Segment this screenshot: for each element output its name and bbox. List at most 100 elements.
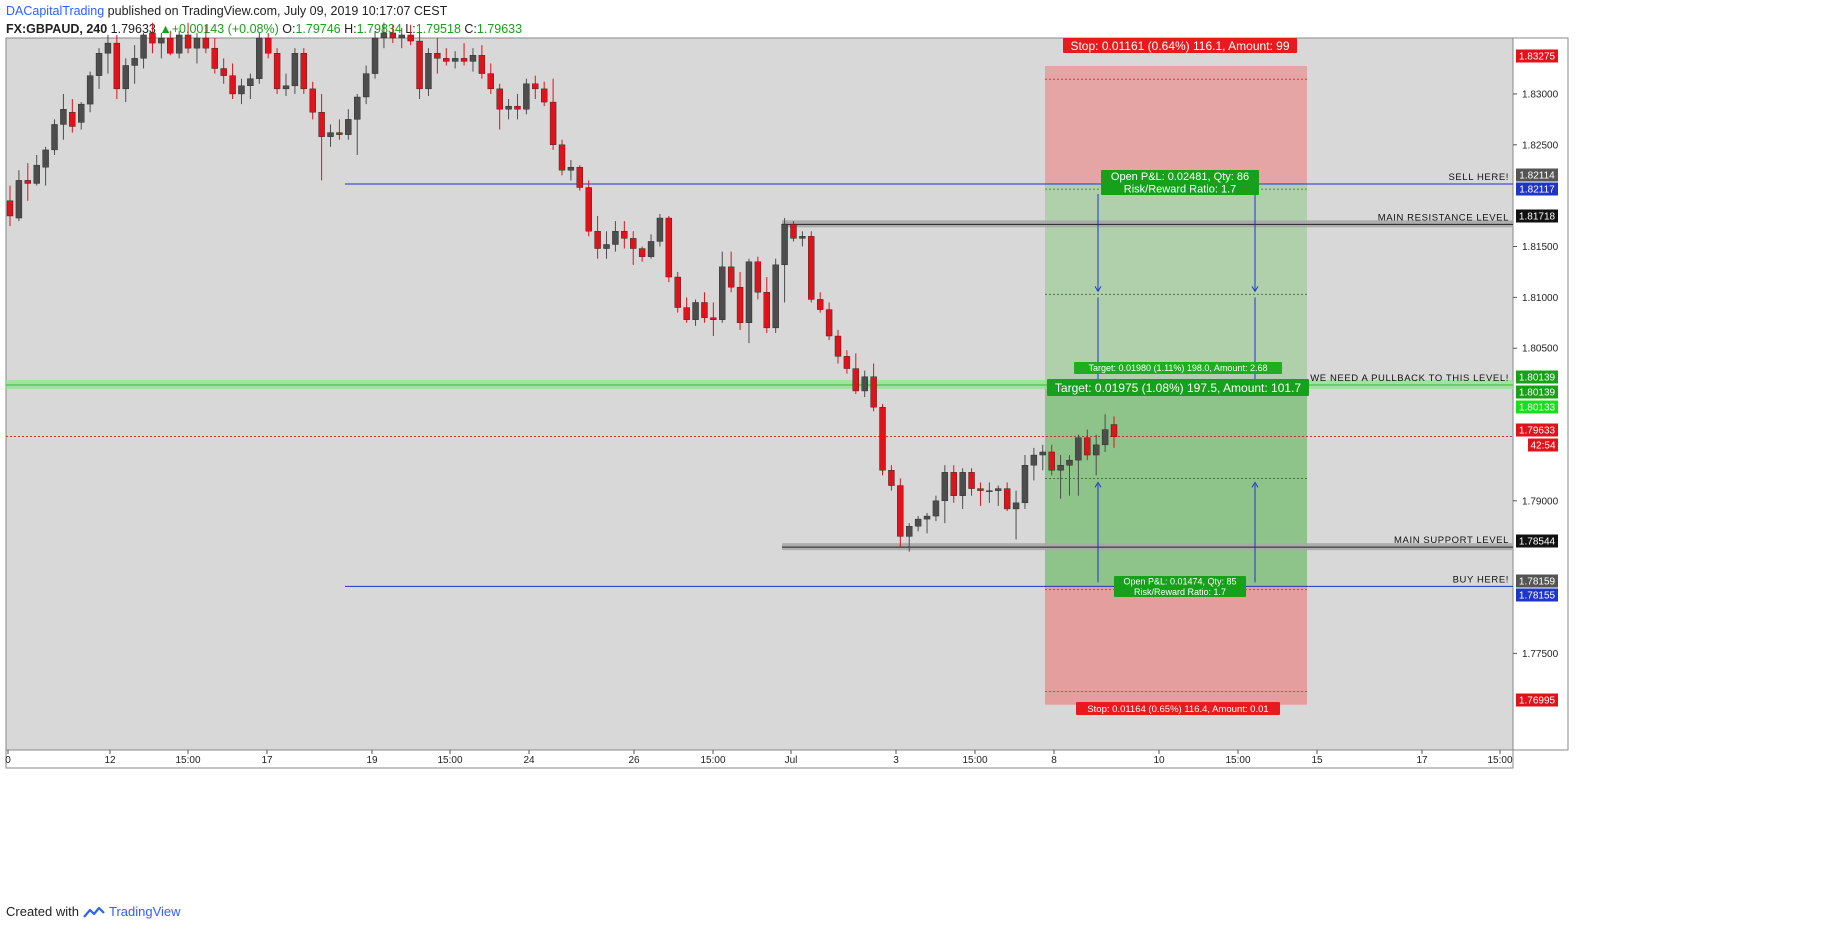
price-tag-bg[interactable] (1516, 574, 1558, 588)
candle-body[interactable] (1003, 488, 1011, 510)
candle-body[interactable] (291, 53, 299, 87)
candle-body[interactable] (567, 166, 575, 171)
candle-body[interactable] (407, 34, 414, 42)
candle-body[interactable] (736, 287, 744, 324)
candle-body[interactable] (540, 88, 548, 103)
candle-body[interactable] (211, 47, 218, 69)
long-target-label-box[interactable] (1074, 362, 1282, 374)
candle-body[interactable] (843, 356, 851, 369)
candle-body[interactable] (906, 526, 913, 537)
short-pnl-label-box[interactable] (1101, 170, 1259, 195)
candle-body[interactable] (879, 407, 886, 471)
candle-body[interactable] (870, 376, 877, 408)
candle-body[interactable] (175, 34, 183, 54)
candle-body[interactable] (496, 88, 503, 110)
price-tag-bg[interactable] (1516, 400, 1558, 414)
candle-body[interactable] (852, 368, 860, 392)
candle-body[interactable] (710, 317, 717, 320)
candle-body[interactable] (923, 515, 931, 520)
candle-body[interactable] (665, 217, 673, 278)
candle-body[interactable] (683, 307, 690, 320)
candle-body[interactable] (362, 73, 370, 98)
candle-body[interactable] (122, 65, 129, 90)
candle-body[interactable] (273, 53, 281, 90)
candle-body[interactable] (1101, 429, 1109, 446)
candle-body[interactable] (1057, 465, 1064, 471)
price-tag-bg[interactable] (1516, 168, 1558, 182)
candle-body[interactable] (264, 37, 272, 54)
candle-body[interactable] (834, 335, 842, 357)
candle-body[interactable] (621, 231, 628, 239)
price-tag-bg[interactable] (1516, 693, 1558, 707)
candle-body[interactable] (95, 53, 103, 76)
candle-body[interactable] (469, 55, 477, 62)
candle-body[interactable] (754, 261, 762, 293)
candle-body[interactable] (701, 302, 708, 318)
candle-body[interactable] (60, 108, 67, 125)
candle-body[interactable] (968, 472, 975, 489)
candle-body[interactable] (300, 53, 308, 90)
candle-body[interactable] (825, 309, 833, 337)
candle-body[interactable] (336, 132, 343, 135)
candle-body[interactable] (505, 105, 512, 110)
candle-body[interactable] (229, 75, 236, 95)
candle-body[interactable] (523, 83, 530, 110)
price-tag-bg[interactable] (1516, 385, 1558, 399)
candle-body[interactable] (1039, 451, 1046, 456)
candle-body[interactable] (398, 34, 405, 39)
candle-body[interactable] (932, 500, 940, 517)
price-tag-bg[interactable] (1516, 49, 1558, 63)
candle-body[interactable] (69, 112, 76, 127)
candle-body[interactable] (585, 187, 592, 232)
candle-body[interactable] (389, 32, 397, 39)
candle-body[interactable] (443, 58, 450, 62)
candle-body[interactable] (1092, 444, 1100, 456)
candle-body[interactable] (549, 101, 557, 146)
price-tag-bg[interactable] (1516, 423, 1558, 437)
price-tag-bg[interactable] (1516, 534, 1558, 548)
candle-body[interactable] (51, 124, 58, 151)
candle-body[interactable] (986, 490, 993, 492)
candle-body[interactable] (451, 58, 459, 62)
candle-body[interactable] (630, 238, 637, 249)
candle-body[interactable] (238, 85, 245, 95)
candle-body[interactable] (745, 261, 753, 323)
candle-body[interactable] (371, 37, 379, 74)
candle-body[interactable] (790, 223, 797, 239)
candle-body[interactable] (113, 42, 121, 90)
candle-body[interactable] (140, 34, 147, 59)
candle-body[interactable] (33, 164, 40, 184)
candle-body[interactable] (816, 299, 824, 310)
candle-body[interactable] (167, 37, 174, 54)
candle-body[interactable] (950, 472, 957, 496)
candle-body[interactable] (327, 132, 334, 137)
author-link[interactable]: DACapitalTrading (6, 4, 105, 18)
candle-body[interactable] (808, 236, 815, 300)
candle-body[interactable] (532, 83, 539, 90)
candle-body[interactable] (888, 470, 895, 486)
candle-body[interactable] (674, 276, 681, 308)
candle-body[interactable] (763, 292, 770, 329)
candle-body[interactable] (380, 32, 388, 39)
candle-body[interactable] (727, 266, 735, 288)
candle-body[interactable] (914, 518, 922, 527)
candle-body[interactable] (256, 37, 263, 79)
short-stop-label-box[interactable] (1063, 38, 1297, 53)
candle-body[interactable] (434, 53, 441, 59)
candle-body[interactable] (603, 244, 610, 249)
time-axis[interactable] (5, 749, 1514, 769)
candle-body[interactable] (345, 119, 352, 135)
candle-body[interactable] (425, 53, 432, 90)
candle-body[interactable] (416, 40, 423, 90)
candle-body[interactable] (149, 32, 156, 44)
candle-body[interactable] (772, 264, 779, 329)
candle-body[interactable] (86, 75, 94, 105)
candle-body[interactable] (78, 103, 85, 123)
candle-body[interactable] (647, 241, 655, 257)
price-tag-bg[interactable] (1528, 438, 1558, 452)
candle-body[interactable] (576, 166, 584, 188)
candle-body[interactable] (995, 488, 1002, 491)
candle-body[interactable] (15, 180, 23, 219)
candle-body[interactable] (282, 85, 290, 90)
